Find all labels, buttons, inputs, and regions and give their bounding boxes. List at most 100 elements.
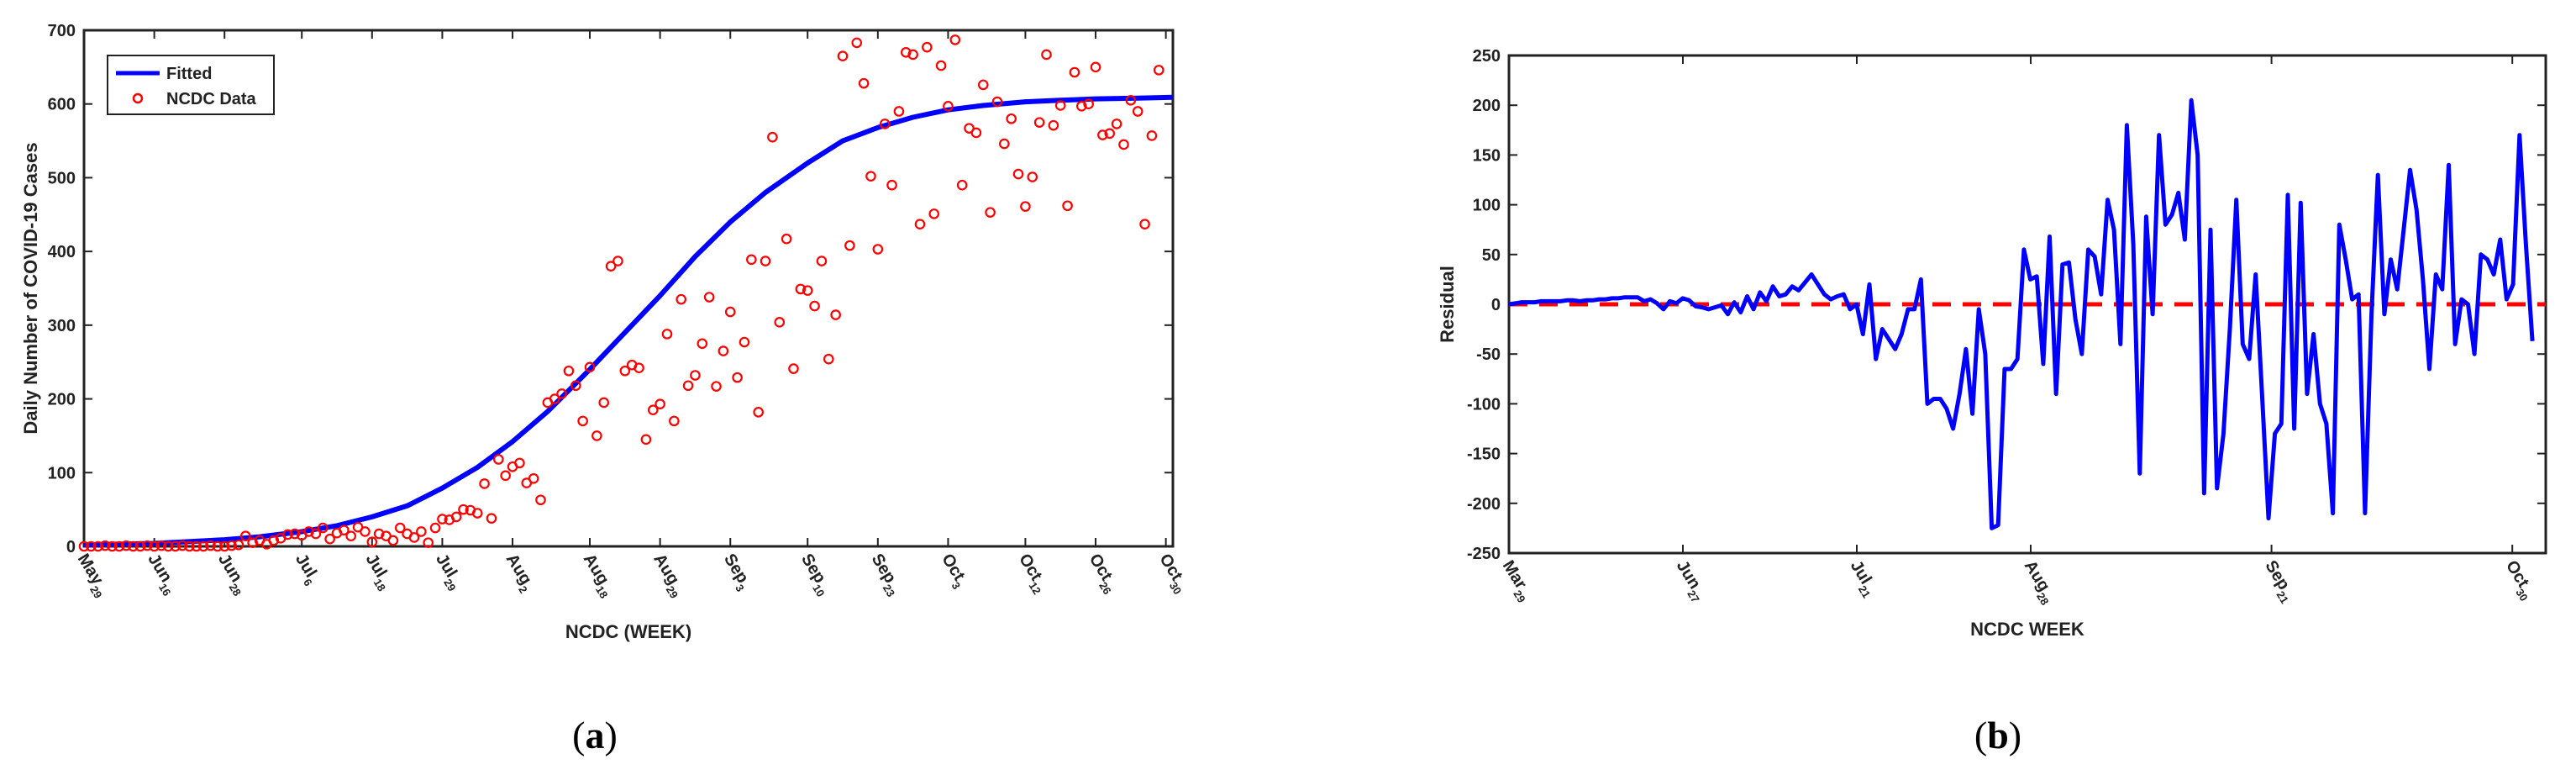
data-point: [450, 511, 462, 523]
x-tick-label: Jul6: [288, 551, 323, 588]
x-tick-day: 26: [1096, 580, 1113, 597]
x-tick-month: Jul: [1847, 557, 1875, 588]
x-tick-month: Sep: [2261, 557, 2293, 593]
caption-a-text: (a): [572, 714, 618, 757]
x-tick-label: Sep23: [864, 551, 906, 599]
x-tick-label: Aug2: [499, 551, 539, 595]
y-tick-label: 100: [48, 464, 76, 482]
data-point: [345, 530, 357, 542]
x-tick-day: 10: [810, 582, 827, 598]
caption-a: (a): [572, 714, 618, 757]
x-tick-day: 16: [156, 582, 173, 598]
x-tick-day: 21: [2274, 588, 2291, 605]
y-tick-label: -150: [1467, 445, 1501, 464]
data-point: [268, 535, 280, 546]
data-point: [486, 513, 497, 524]
data-point: [788, 363, 799, 374]
data-point: [1048, 119, 1059, 131]
x-tick-day: 28: [2034, 590, 2051, 607]
data-point: [605, 261, 617, 272]
x-tick-label: Oct12: [1012, 551, 1052, 597]
data-point: [802, 285, 813, 296]
data-point: [697, 338, 708, 350]
data-point: [732, 372, 743, 383]
x-tick-month: Sep: [720, 551, 752, 587]
data-point: [500, 470, 511, 482]
data-point: [1027, 171, 1038, 182]
data-point: [310, 528, 322, 540]
data-point: [943, 101, 954, 112]
data-point: [985, 207, 996, 218]
data-point: [760, 256, 771, 266]
data-point: [107, 540, 118, 552]
y-tick-label: -100: [1467, 395, 1501, 414]
data-point: [535, 494, 546, 506]
x-tick-day: 28: [227, 582, 244, 598]
data-point: [479, 478, 490, 489]
x-tick-label: Jun16: [140, 551, 181, 598]
data-point: [893, 106, 905, 117]
data-point: [676, 293, 687, 305]
y-tick-label: 500: [48, 169, 76, 187]
x-tick-month: Jun: [1673, 557, 1705, 593]
caption-b: (b): [1974, 714, 2021, 757]
legend-fitted-label: Fitted: [166, 65, 212, 83]
data-point: [366, 536, 378, 548]
x-tick-label: Sep3: [717, 551, 755, 594]
data-point: [872, 244, 884, 255]
data-point: [1054, 100, 1066, 111]
data-point: [956, 179, 968, 191]
chart-a-legend: Fitted NCDC Data: [107, 55, 275, 115]
x-tick-month: Oct: [1155, 551, 1186, 584]
data-point: [816, 256, 828, 266]
x-tick-day: 29: [664, 583, 681, 600]
x-tick-month: Jul: [362, 551, 391, 581]
data-point: [282, 529, 293, 540]
x-tick-month: Aug: [2021, 557, 2053, 595]
x-tick-label: Jul21: [1843, 557, 1882, 600]
data-point: [746, 254, 757, 266]
y-tick-label: 0: [66, 538, 76, 556]
data-point: [134, 540, 146, 552]
x-tick-label: Aug28: [2017, 557, 2060, 608]
data-point: [240, 530, 251, 542]
data-point: [324, 533, 335, 545]
y-tick-label: 300: [48, 317, 76, 335]
data-point: [339, 525, 350, 536]
data-point: [886, 179, 897, 191]
data-point: [1104, 128, 1116, 140]
x-tick-month: Oct: [1086, 551, 1117, 584]
data-point: [830, 309, 841, 320]
data-point: [577, 415, 588, 427]
data-point: [197, 540, 209, 552]
data-point: [865, 171, 876, 182]
data-point: [128, 540, 139, 552]
data-point: [823, 353, 834, 365]
data-point: [394, 522, 406, 534]
x-tick-month: Oct: [2502, 557, 2533, 591]
data-point: [711, 381, 722, 392]
data-point: [1006, 113, 1017, 124]
data-point: [149, 540, 160, 552]
x-tick-label: Aug29: [646, 551, 689, 601]
x-tick-label: Oct26: [1082, 551, 1122, 597]
x-tick-day: 29: [441, 577, 458, 593]
data-point: [317, 522, 329, 534]
data-point: [176, 540, 188, 551]
x-tick-label: Jul29: [428, 551, 467, 593]
x-tick-label: Sep10: [794, 551, 836, 599]
data-point: [218, 540, 230, 552]
data-point: [1076, 101, 1087, 112]
data-point: [416, 526, 427, 537]
data-point: [718, 345, 729, 356]
data-point: [682, 380, 694, 392]
x-tick-month: Sep: [868, 551, 900, 587]
data-point: [661, 329, 673, 340]
x-tick-label: Aug18: [576, 551, 619, 601]
x-tick-day: 29: [1511, 588, 1527, 605]
data-point: [360, 526, 371, 537]
y-tick-label: 100: [1473, 197, 1501, 215]
data-point: [970, 127, 982, 139]
data-point: [598, 397, 610, 409]
